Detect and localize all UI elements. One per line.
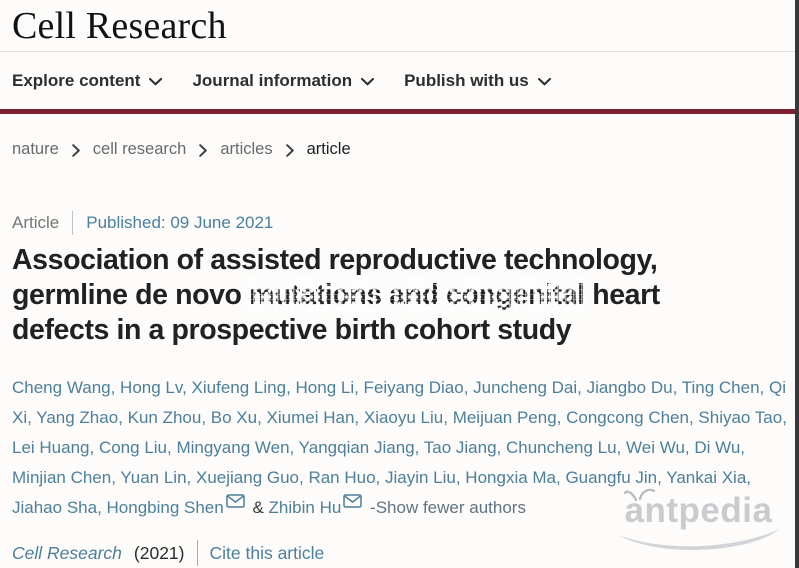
envelope-icon[interactable]	[225, 488, 245, 518]
breadcrumb-item-articles[interactable]: articles	[220, 140, 273, 158]
title-line-2-watermark-distorted: mutations and congenital	[245, 276, 589, 315]
journal-logo: Cell Research	[12, 5, 227, 47]
main-nav: Explore content Journal information Publ…	[0, 52, 799, 109]
window-edge	[795, 0, 799, 568]
masthead-divider	[0, 51, 799, 52]
title-line-3: defects in a prospective birth cohort st…	[12, 314, 572, 346]
title-line-2-pre: germline de novo	[12, 279, 250, 311]
breadcrumb-item-article: article	[306, 140, 351, 158]
nav-item-publish-with-us[interactable]: Publish with us	[404, 71, 551, 91]
nav-item-explore-content[interactable]: Explore content	[12, 70, 163, 91]
author-names[interactable]: Cheng Wang, Hong Lv, Xiufeng Ling, Hong …	[12, 378, 787, 517]
authors-ampersand: &	[252, 498, 264, 517]
article-meta: Article Published: 09 June 2021	[12, 211, 787, 235]
title-line-1: Association of assisted reproductive tec…	[12, 244, 658, 276]
nav-item-label: Publish with us	[404, 70, 529, 90]
cite-this-article-link[interactable]: Cite this article	[209, 542, 325, 563]
chevron-down-icon	[149, 77, 163, 86]
article-type-label: Article	[12, 213, 60, 232]
chevron-down-icon	[537, 77, 551, 86]
citation-year: (2021)	[133, 542, 185, 563]
breadcrumb-chevron-icon	[199, 143, 208, 157]
breadcrumb-item-nature[interactable]: nature	[12, 140, 59, 158]
brand-accent-bar	[0, 109, 799, 114]
author-list: Cheng Wang, Hong Lv, Xiufeng Ling, Hong …	[12, 373, 787, 523]
breadcrumb-item-cell-research[interactable]: cell research	[92, 140, 187, 158]
show-fewer-authors-button[interactable]: -Show fewer authors	[370, 498, 526, 517]
nav-item-journal-information[interactable]: Journal information	[192, 70, 375, 91]
nav-item-label: Journal information	[192, 70, 353, 90]
meta-divider	[72, 211, 74, 235]
article-header: nature cell research articles article Ar…	[0, 140, 799, 566]
citation-line: Cell Research (2021) Cite this article	[12, 540, 787, 566]
article-title: Association of assisted reproductive tec…	[12, 243, 787, 348]
envelope-icon[interactable]	[343, 488, 363, 518]
author-name-last[interactable]: Zhibin Hu	[268, 498, 342, 517]
breadcrumb-chevron-icon	[285, 143, 294, 157]
breadcrumb-chevron-icon	[71, 143, 80, 157]
citation-divider	[196, 540, 198, 566]
nav-item-label: Explore content	[12, 70, 141, 90]
citation-journal-name: Cell Research	[12, 542, 122, 563]
published-date: Published: 09 June 2021	[86, 213, 274, 232]
breadcrumb: nature cell research articles article	[12, 140, 787, 159]
masthead: Cell Research	[0, 0, 799, 51]
title-line-2-post: heart	[584, 279, 660, 311]
chevron-down-icon	[361, 77, 375, 86]
